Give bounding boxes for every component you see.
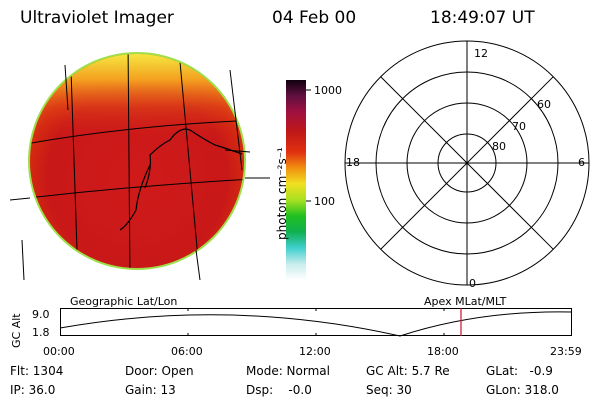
altitude-timeline-plot — [59, 308, 573, 337]
coastline — [144, 128, 243, 189]
altitude-max-label: 9.0 — [32, 308, 50, 321]
mlt-label-0: 0 — [469, 277, 476, 290]
altitude-min-label: 1.8 — [32, 326, 50, 339]
mlt-label-12: 12 — [474, 47, 488, 60]
lat-label-60: 60 — [537, 98, 551, 111]
color-scale-bar — [286, 80, 311, 280]
instrument-title: Ultraviolet Imager — [20, 8, 174, 28]
time-tick-2359: 23:59 — [550, 345, 582, 358]
mode-value: Mode: Normal — [246, 364, 330, 378]
geographic-label: Geographic Lat/Lon — [70, 295, 178, 308]
sequence-number: Seq: 30 — [366, 383, 412, 397]
time-tick-0000: 00:00 — [43, 345, 75, 358]
colorbar-tick-1000: 1000 — [314, 84, 342, 97]
flight-number: Flt: 1304 — [10, 364, 64, 378]
gc-altitude: GC Alt: 5.7 Re — [366, 364, 450, 378]
time-tick-1800: 18:00 — [427, 345, 459, 358]
earth-disk-image — [9, 52, 270, 281]
apex-label: Apex MLat/MLT — [424, 295, 507, 308]
lat-label-70: 70 — [512, 120, 526, 133]
time-tick-1200: 12:00 — [299, 345, 331, 358]
colorbar-tick-100: 100 — [314, 195, 335, 208]
dsp-value: Dsp: -0.0 — [246, 383, 312, 397]
geographic-latitude: GLat: -0.9 — [486, 364, 553, 378]
observation-time: 18:49:07 UT — [430, 8, 535, 28]
door-status: Door: Open — [125, 364, 194, 378]
graticule — [30, 54, 244, 268]
mlt-label-18: 18 — [346, 156, 360, 169]
polar-mlt-plot — [344, 40, 590, 286]
gain-value: Gain: 13 — [125, 383, 176, 397]
colorbar-unit-label: photon cm⁻²s⁻¹ — [275, 147, 289, 240]
lat-label-80: 80 — [492, 140, 506, 153]
ip-value: IP: 36.0 — [10, 383, 56, 397]
time-tick-0600: 06:00 — [171, 345, 203, 358]
geographic-longitude: GLon: 318.0 — [486, 383, 559, 397]
mlt-label-6: 6 — [578, 156, 585, 169]
observation-date: 04 Feb 00 — [272, 8, 357, 28]
altitude-axis-label: GC Alt — [10, 313, 23, 348]
